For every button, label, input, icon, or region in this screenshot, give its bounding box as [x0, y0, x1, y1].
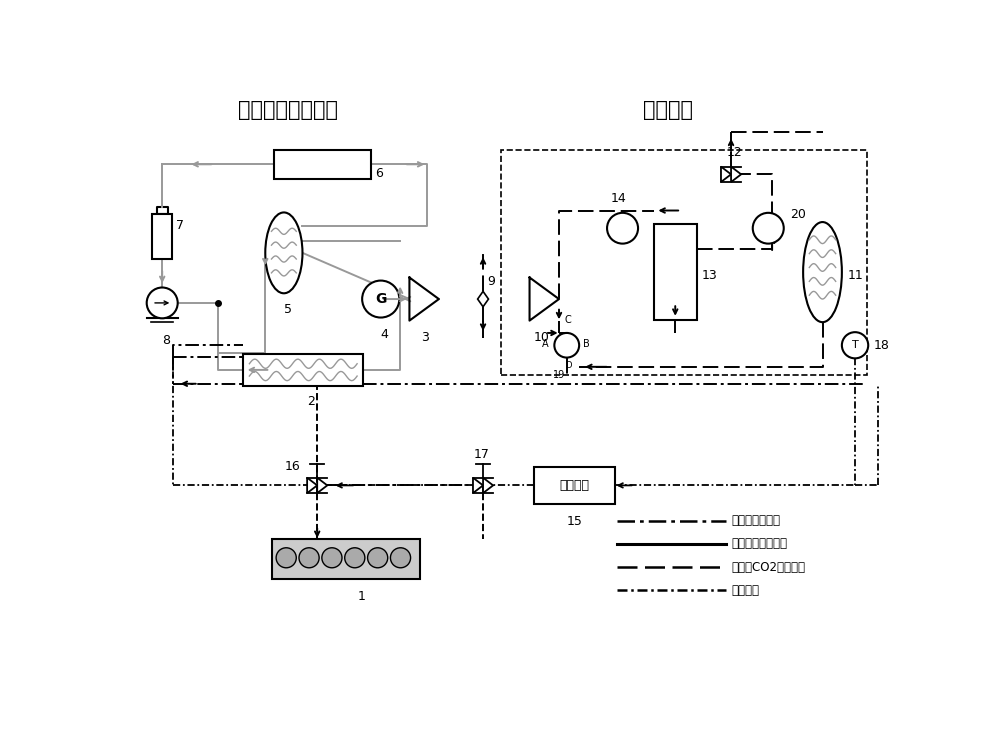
Text: 9: 9: [487, 275, 495, 288]
Text: 14: 14: [611, 192, 627, 205]
Circle shape: [390, 548, 411, 568]
Text: T: T: [852, 341, 858, 350]
Text: 10: 10: [533, 331, 549, 344]
Bar: [274, 150, 371, 179]
Circle shape: [345, 548, 365, 568]
Bar: [654, 224, 697, 320]
Text: 8: 8: [162, 334, 170, 346]
Text: 7: 7: [176, 219, 184, 233]
Text: 19: 19: [553, 370, 565, 380]
Circle shape: [607, 213, 638, 244]
Polygon shape: [530, 277, 559, 321]
Text: C: C: [565, 315, 572, 325]
Bar: [534, 467, 615, 504]
Polygon shape: [409, 277, 439, 321]
Polygon shape: [483, 478, 493, 493]
Text: 16: 16: [284, 460, 300, 473]
Text: 17: 17: [474, 448, 489, 461]
Polygon shape: [721, 167, 731, 182]
Text: 跨临界CO2热泵回路: 跨临界CO2热泵回路: [732, 561, 806, 573]
Text: 13: 13: [701, 269, 717, 283]
Circle shape: [842, 333, 868, 358]
Polygon shape: [307, 478, 317, 493]
Polygon shape: [478, 291, 488, 307]
Bar: [501, 150, 867, 374]
Circle shape: [554, 333, 579, 357]
Text: 有机朗肯循环系统: 有机朗肯循环系统: [238, 101, 338, 120]
Circle shape: [753, 213, 784, 244]
Circle shape: [368, 548, 388, 568]
Text: 6: 6: [375, 167, 383, 180]
Bar: [272, 539, 420, 579]
Circle shape: [299, 548, 319, 568]
Text: 控制单元: 控制单元: [560, 479, 590, 492]
Text: 11: 11: [847, 269, 863, 283]
Text: G: G: [375, 292, 386, 306]
Ellipse shape: [265, 212, 302, 294]
Circle shape: [276, 548, 296, 568]
Text: A: A: [542, 338, 548, 349]
Text: 18: 18: [874, 339, 890, 352]
Text: 有机朗肯循环回路: 有机朗肯循环回路: [732, 537, 788, 550]
Circle shape: [362, 280, 399, 318]
Text: 发动机排气通路: 发动机排气通路: [732, 515, 781, 527]
Polygon shape: [317, 478, 327, 493]
Text: 3: 3: [421, 331, 429, 344]
Text: 热泵系统: 热泵系统: [642, 101, 692, 120]
Ellipse shape: [803, 222, 842, 322]
Circle shape: [147, 288, 178, 319]
Polygon shape: [731, 167, 741, 182]
Text: 2: 2: [307, 396, 315, 408]
Text: B: B: [583, 338, 590, 349]
Text: 5: 5: [284, 303, 292, 316]
Text: 1: 1: [357, 590, 365, 603]
Text: D: D: [565, 360, 572, 370]
Text: 20: 20: [790, 208, 806, 221]
Text: 4: 4: [381, 328, 389, 341]
Text: 15: 15: [567, 515, 582, 528]
Circle shape: [322, 548, 342, 568]
Text: 12: 12: [727, 146, 743, 159]
Polygon shape: [473, 478, 483, 493]
Bar: [152, 214, 172, 259]
Text: 控制通路: 控制通路: [732, 584, 760, 597]
Bar: [243, 354, 363, 386]
